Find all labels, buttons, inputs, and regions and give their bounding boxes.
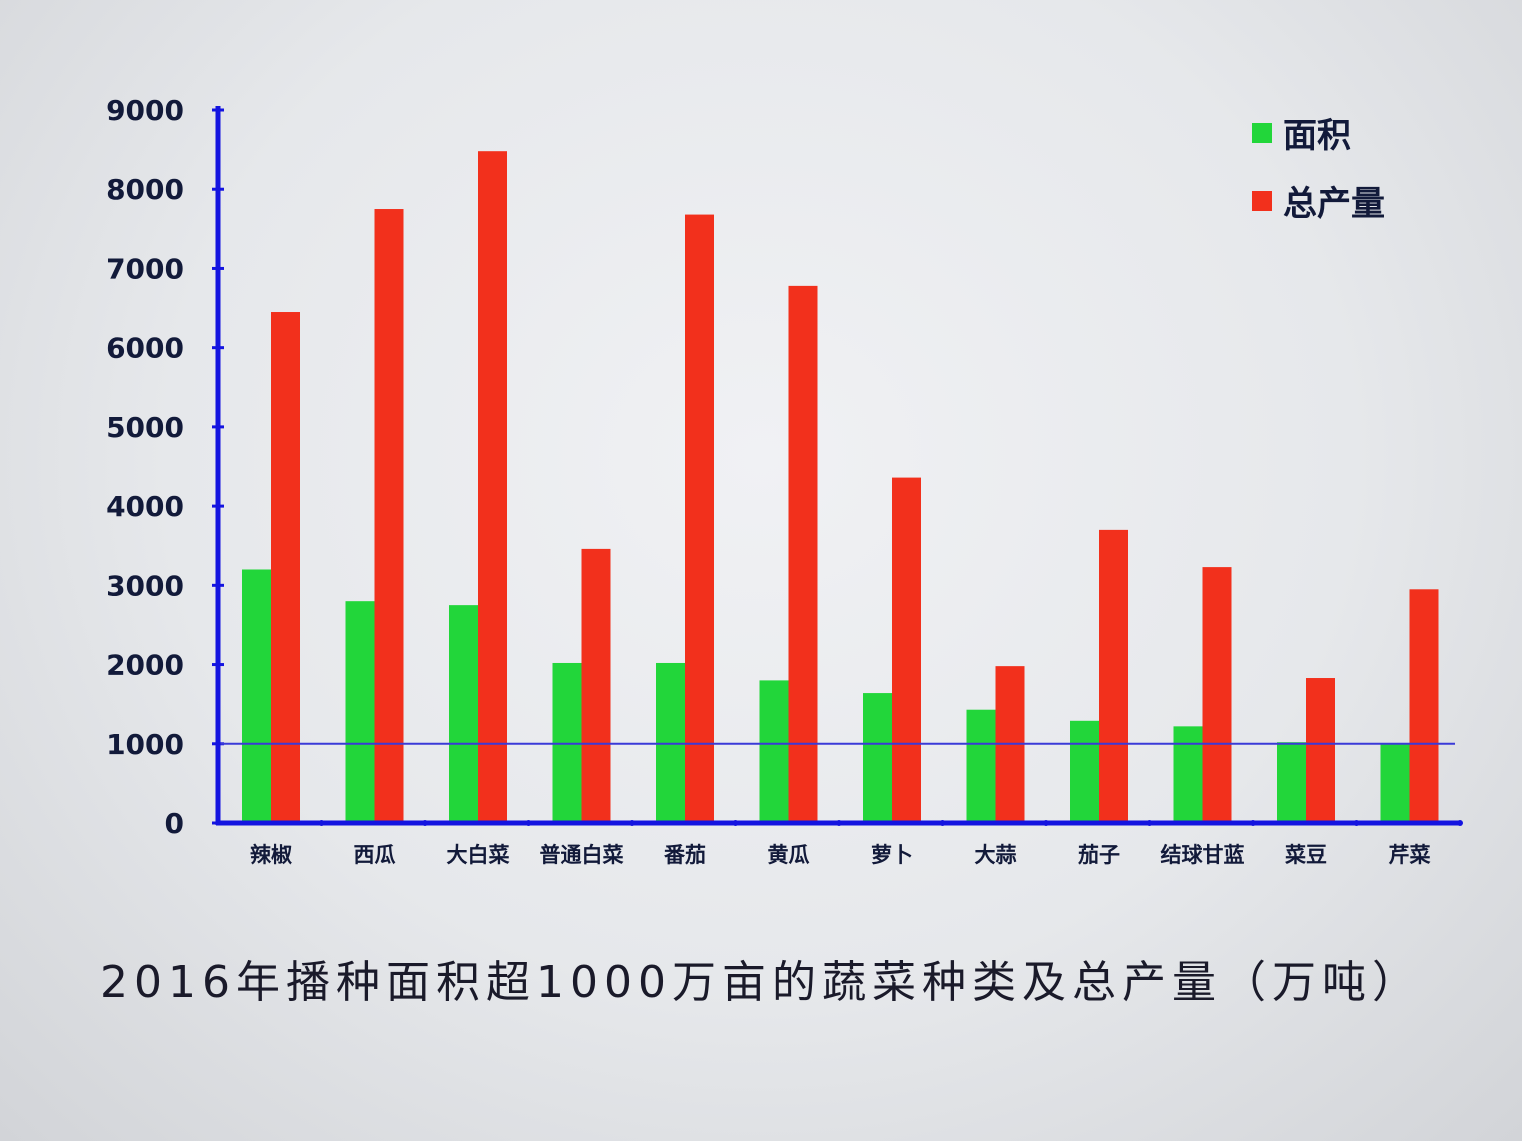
x-tick-label: 普通白菜 — [540, 843, 624, 867]
chart-title: 2016年播种面积超1000万亩的蔬菜种类及总产量（万吨） — [100, 957, 1422, 1008]
x-tick-label: 结球甘蓝 — [1161, 843, 1245, 867]
legend-label: 面积 — [1283, 116, 1351, 156]
y-tick-label: 0 — [165, 807, 184, 840]
x-tick-label: 茄子 — [1078, 843, 1120, 867]
y-tick-label: 4000 — [106, 490, 184, 523]
bar-output — [685, 214, 714, 823]
bar-output — [1202, 567, 1232, 823]
bar-output — [1306, 678, 1335, 823]
y-tick-label: 5000 — [106, 411, 184, 444]
bar-area — [1070, 720, 1099, 823]
bar-output — [1099, 529, 1128, 823]
y-tick-label: 1000 — [106, 728, 184, 761]
bar-area — [242, 569, 271, 823]
bar-output — [581, 548, 611, 823]
bar-output — [374, 209, 404, 823]
x-tick-label: 黄瓜 — [768, 843, 810, 867]
y-tick-label: 9000 — [106, 94, 184, 127]
bar-output — [788, 285, 818, 824]
y-tick-label: 8000 — [106, 173, 184, 206]
x-tick-label: 番茄 — [663, 843, 706, 867]
bar-area — [449, 605, 478, 823]
x-tick-label: 大蒜 — [975, 843, 1017, 867]
y-tick-label: 2000 — [106, 649, 184, 682]
bar-output — [271, 312, 300, 823]
x-tick-label: 辣椒 — [250, 843, 292, 867]
bar-output — [892, 477, 921, 823]
legend-swatch — [1252, 123, 1272, 143]
bar-area — [966, 709, 996, 823]
x-tick-label: 萝卜 — [871, 843, 913, 867]
y-tick-label: 3000 — [106, 569, 184, 602]
bar-area — [1380, 743, 1410, 823]
x-tick-label: 菜豆 — [1284, 843, 1327, 867]
x-tick-label: 西瓜 — [354, 843, 396, 867]
bar-output — [478, 151, 507, 823]
bar-area — [863, 693, 892, 823]
bar-area — [1173, 726, 1203, 823]
y-tick-label: 7000 — [106, 252, 184, 285]
legend-label: 总产量 — [1283, 184, 1385, 224]
x-tick-label: 芹菜 — [1389, 843, 1431, 867]
legend-swatch — [1252, 191, 1272, 211]
x-tick-label: 大白菜 — [447, 843, 510, 867]
bar-area — [1277, 742, 1306, 823]
bar-area — [759, 680, 789, 823]
bar-output — [1409, 589, 1439, 823]
y-tick-label: 6000 — [106, 332, 184, 365]
bar-area — [345, 601, 375, 823]
